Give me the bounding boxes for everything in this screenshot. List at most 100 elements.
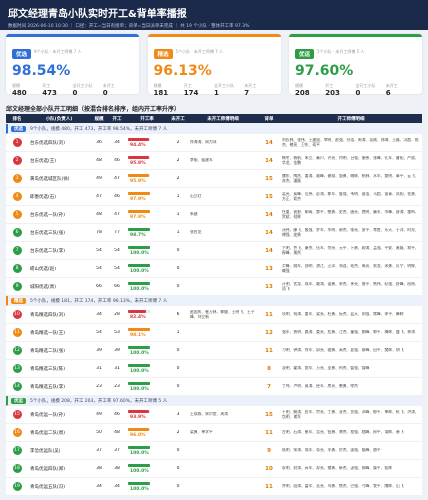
unopened-cell: 0 <box>168 266 188 271</box>
backlog-cell: 11 <box>258 348 280 354</box>
stat-value: 0 <box>355 89 361 97</box>
size-cell: 78 <box>90 230 108 235</box>
stat-value: 6 <box>385 89 391 97</box>
stat-label: 规模 <box>295 83 303 88</box>
open-names: 家明、封涛、芮军、羿亮、储勇、靳杰、汲强、邴峰、糜平、松辉 <box>282 466 393 471</box>
team-name: 青岛精选五队(李) <box>30 384 66 390</box>
summary-card: 精选5个小队 · 未开工师傅 7 人 96.13% 规模 181 开工 174 全开工小队 1… <box>147 34 281 97</box>
open-names: 韩冬、杨帆、朱立、秦川、许亮、何明、吕强、施伟、张峰、孔军、曹阳、严斌、华龙、金… <box>282 155 419 165</box>
open-cell: 46 <box>108 158 126 163</box>
rank-cell: 2 <box>6 156 28 165</box>
unopened-cell: 2 <box>168 140 188 145</box>
rate-label: 97.9% <box>130 214 146 220</box>
open-cell: 37 <box>108 448 126 453</box>
rank-cell: 14 <box>6 382 28 391</box>
group-summary: 5个小队，规模 181，开工 174，开工率 96.13%，未开工师傅 7 人 <box>30 298 168 304</box>
backlog: 11 <box>265 347 273 354</box>
open-cell: 66 <box>108 284 126 289</box>
group-summary: 9个小队，规模 480，开工 473，开工率 98.54%，未开工师傅 7 人 <box>30 126 168 132</box>
backlog-cell: 14 <box>258 230 280 236</box>
rate-track <box>128 427 150 431</box>
unopened-cell: 0 <box>168 448 188 453</box>
rank-badge: 3 <box>12 174 22 183</box>
stat-value: 480 <box>12 89 27 97</box>
title: 邱文经理青岛小队实时开工&背单率播报 <box>8 9 187 20</box>
table-row: 8 崂山优选(赵) 54 54 100.0% 0 13 尹峰、姚军、邵明、湛江、汪洋、祁连、毛… <box>6 260 422 278</box>
backlog: 11 <box>265 429 273 436</box>
table-row: 7 台东优选二队(李) 54 54 100.0% 0 14 卞明、齐飞、康杰、伍军、余亮、元平… <box>6 242 422 260</box>
unopened-names: 李振、侯建军 <box>190 158 213 163</box>
open-cell: 46 <box>108 412 126 417</box>
team-name: 李沧优运队(吴) <box>30 448 61 454</box>
size: 48 <box>96 158 102 163</box>
table-row: 13 青岛精选三队(陈) 31 31 100.0% 0 8 凌明、霍涛、虞军、万亮、支勇、柯杰… <box>6 360 422 378</box>
rate-track <box>128 191 150 195</box>
rank-cell: 18 <box>6 464 28 473</box>
rank-cell: 12 <box>6 346 28 355</box>
unopened-names: 石立红 <box>190 194 202 199</box>
open: 31 <box>114 366 120 371</box>
rank-badge: 15 <box>12 410 22 419</box>
rank-cell: 16 <box>6 428 28 437</box>
rate-cell: 95.8% <box>126 155 168 166</box>
rank-cell: 6 <box>6 228 28 237</box>
team-cell: 即墨优选(石) <box>28 194 90 200</box>
size: 54 <box>96 266 102 271</box>
open: 46 <box>114 158 120 163</box>
open-cell: 28 <box>108 312 126 317</box>
open-names: 项明、祝涛、董军、梁亮、杜勇、阮杰、蓝天、闵强、席峰、季平、麻辉 <box>282 312 404 317</box>
open-names: 计明、伏龙、成军、戴涛、谈勇、宋杰、茅亮、庞平、熊伟、纪强、舒峰、屈原、项飞 <box>282 281 419 291</box>
size: 78 <box>96 230 102 235</box>
open: 23 <box>114 384 120 389</box>
rank-badge: 5 <box>12 210 22 219</box>
rate-track <box>128 481 150 485</box>
rate-cell: 98.7% <box>126 227 168 238</box>
rate-track <box>128 227 150 231</box>
size: 36 <box>96 140 102 145</box>
open: 47 <box>114 176 120 181</box>
rate-cell: 97.9% <box>126 191 168 202</box>
unopened-names: 王成栋、宋巾堂、周涛 <box>190 412 228 417</box>
rank-badge: 7 <box>12 246 22 255</box>
backlog-cell: 14 <box>258 248 280 254</box>
backlog: 8 <box>267 365 271 372</box>
unopened: 0 <box>176 466 180 471</box>
stat: 未开工 0 <box>103 83 133 97</box>
card-stats: 规模 181 开工 174 全开工小队 1 未开工 7 <box>154 83 275 97</box>
unopened-cell: 0 <box>168 384 188 389</box>
unopened: 2 <box>176 176 180 181</box>
team-name: 青岛精选一队(王) <box>30 330 66 336</box>
rate-cell: 98.1% <box>126 327 168 338</box>
open-names-cell: 卞明、齐飞、康杰、伍军、余亮、元平、卜勇、顾涛、孟强、平安、黄磊、和平、穆峰、萧… <box>280 246 422 255</box>
team-cell: 青岛精选一队(王) <box>28 330 90 336</box>
size: 31 <box>96 366 102 371</box>
card-rate: 96.13% <box>153 63 212 79</box>
section-title: 邱文经理全部小队开工明细（按混合排名排序，组内开工率升序） <box>6 106 181 113</box>
open: 53 <box>114 330 120 335</box>
stat-value: 203 <box>325 89 340 97</box>
team-name: 青岛优运四队(郑) <box>30 466 66 472</box>
open-names: 卞明、齐飞、康杰、伍军、余亮、元平、卜勇、顾涛、孟强、平安、黄磊、和平、穆峰、萧… <box>282 245 419 255</box>
card-note: 5个小队 · 未开工师傅 7 人 <box>175 48 223 54</box>
backlog-cell: 11 <box>258 484 280 490</box>
rate-track <box>128 209 150 213</box>
rate-track <box>128 381 150 385</box>
rank-cell: 10 <box>6 310 28 319</box>
unopened: 1 <box>176 212 180 217</box>
rank-badge: 14 <box>12 382 22 391</box>
rate-track <box>128 409 150 413</box>
backlog: 9 <box>267 447 271 454</box>
unopened-cell: 1 <box>168 194 188 199</box>
team-cell: 城阳优选(周) <box>28 284 90 290</box>
open-cell: 47 <box>108 176 126 181</box>
unopened-cell: 0 <box>168 366 188 371</box>
stat-label: 开工 <box>42 83 51 88</box>
open-names: 丁伟、卢明、莫涛、经军、房亮、裘勇、缪杰 <box>282 384 358 389</box>
stat: 全开工小队 0 <box>356 83 386 97</box>
size-cell: 23 <box>90 384 108 389</box>
stat: 全开工小队 1 <box>214 83 244 97</box>
team-name: 台东优选(王) <box>30 158 57 164</box>
backlog: 14 <box>265 157 273 164</box>
rate-cell: 96.0% <box>126 427 168 438</box>
backlog-cell: 8 <box>258 366 280 372</box>
